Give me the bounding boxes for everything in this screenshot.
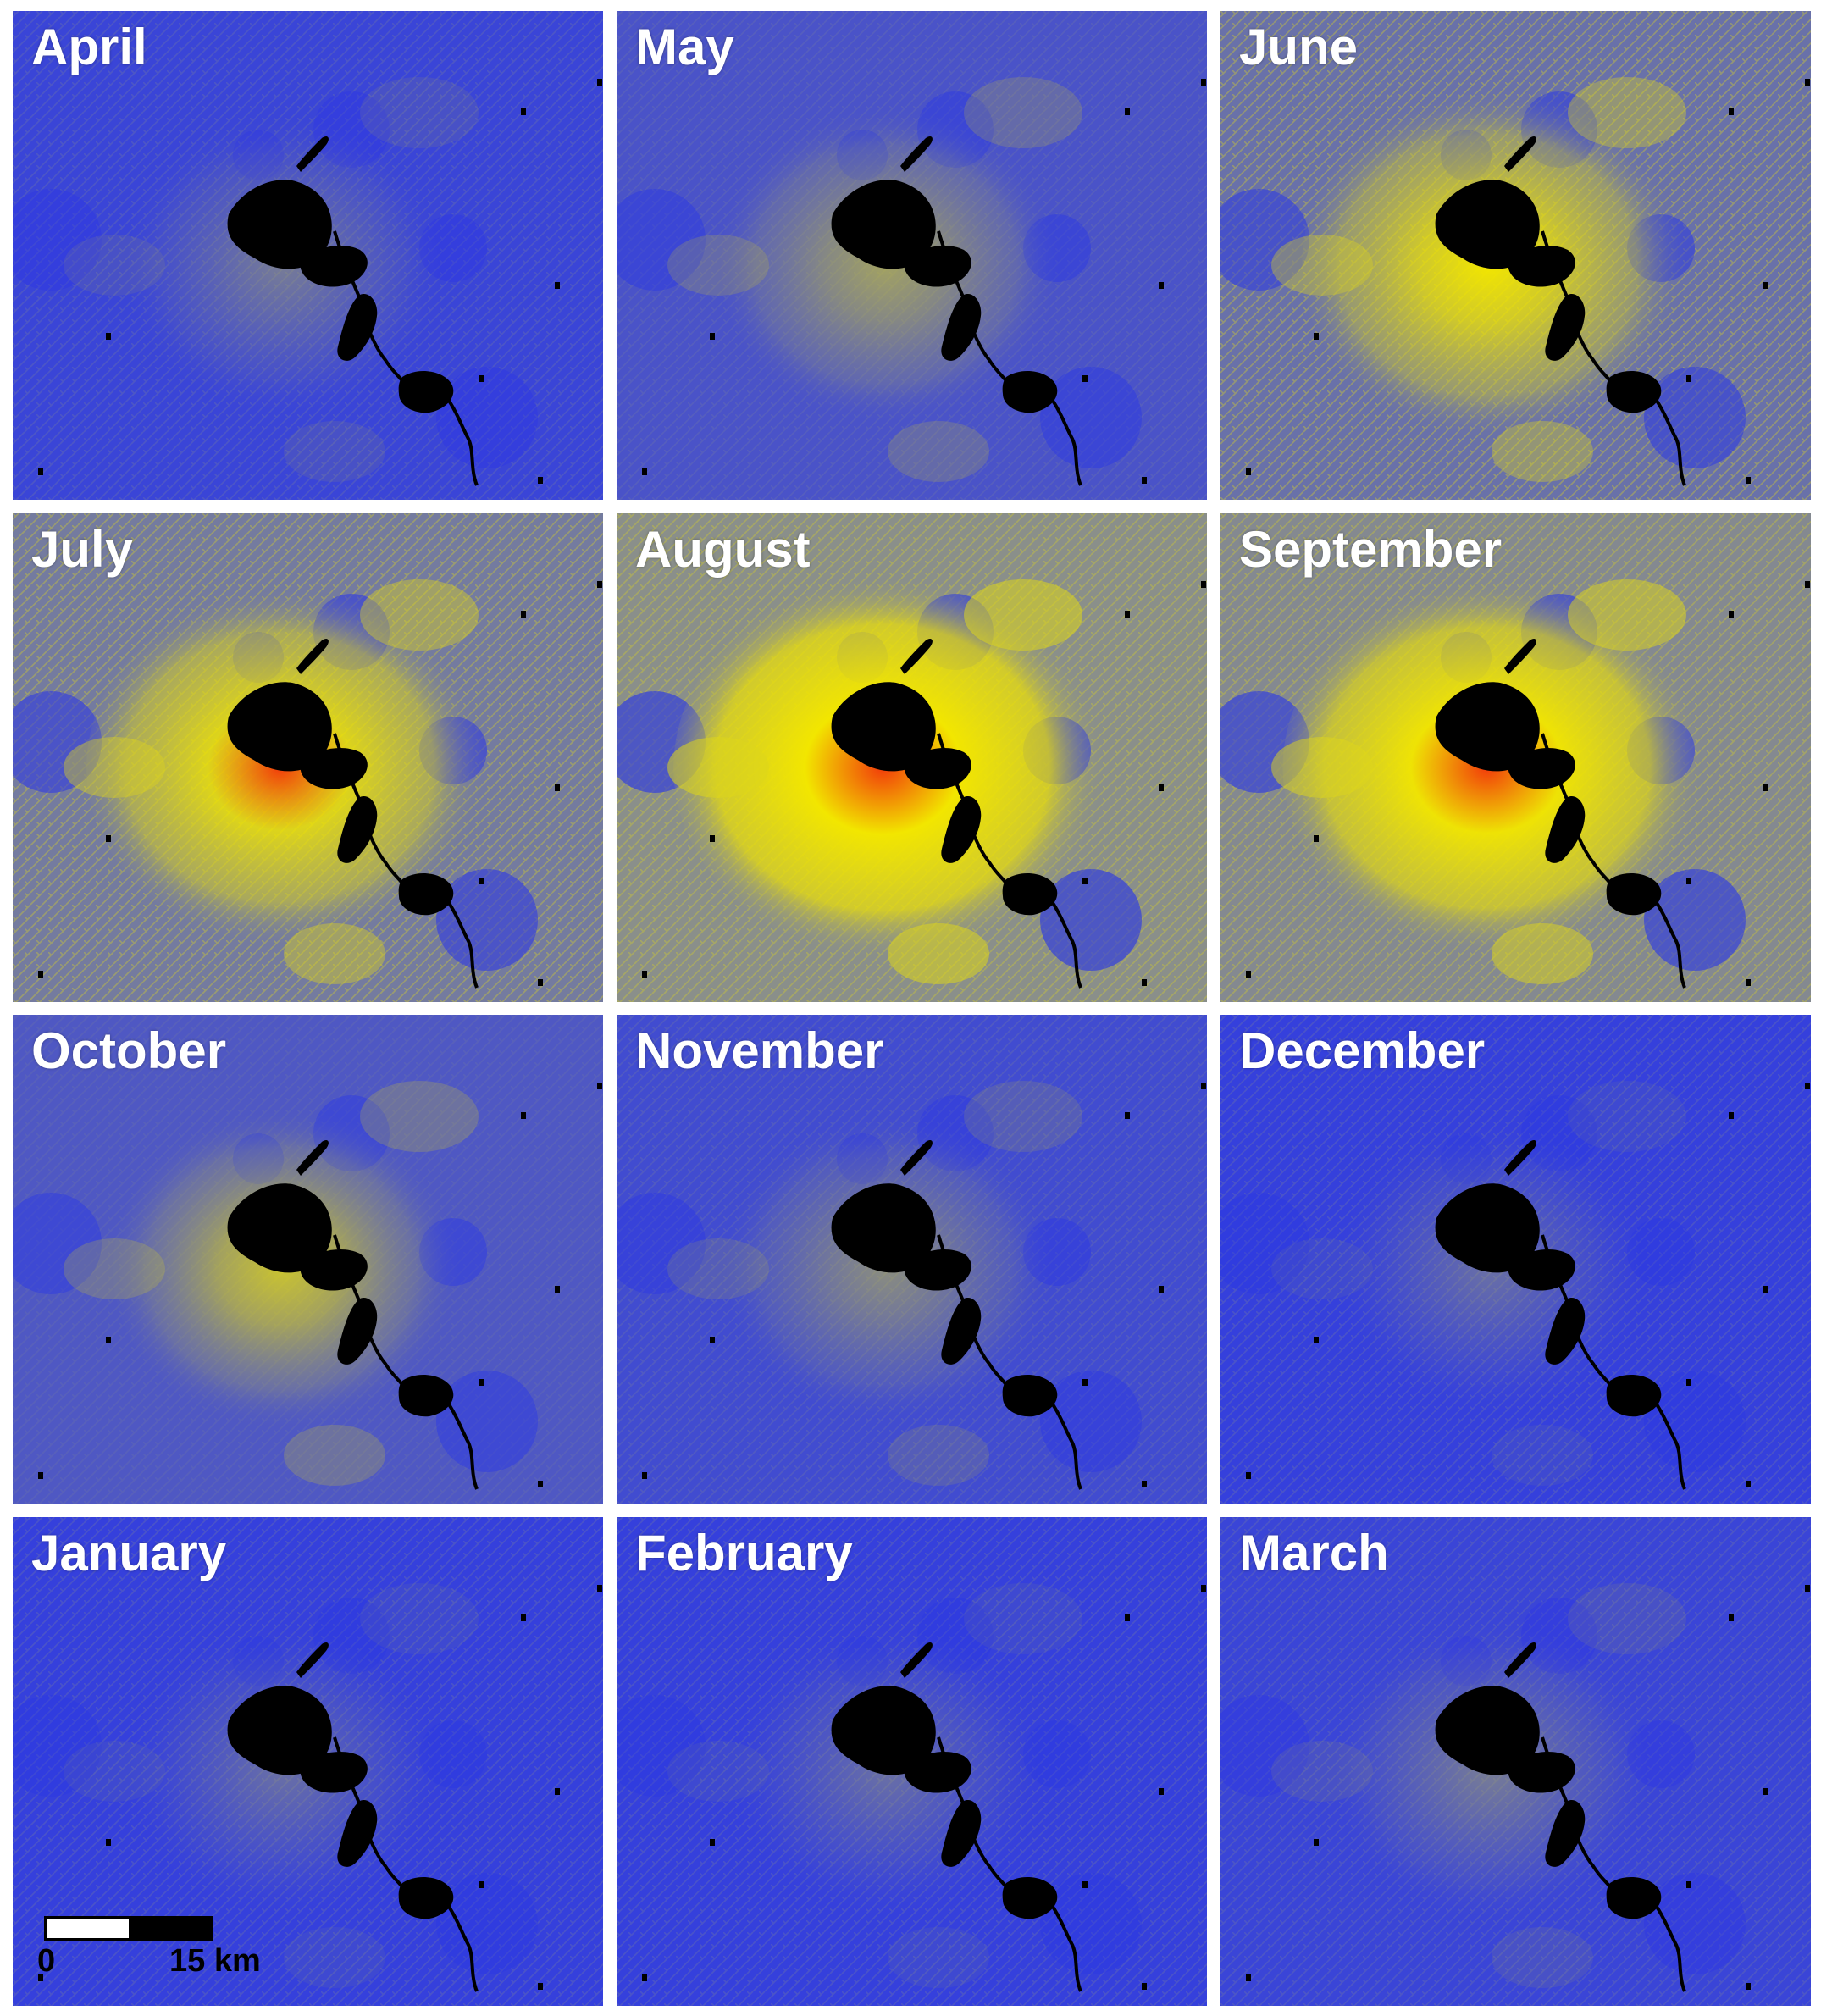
water-body-1 [831, 1686, 936, 1775]
panel-month-label: July [31, 521, 134, 578]
panel-month-label: April [31, 19, 147, 75]
map-raster [1220, 1517, 1811, 2006]
map-raster [617, 1015, 1207, 1504]
water-body-2 [904, 1751, 971, 1793]
map-raster [617, 513, 1207, 1002]
water-body-5 [296, 1642, 329, 1678]
map-panel-february: February [617, 1517, 1207, 2006]
scale-bar-graphic [44, 1916, 213, 1941]
map-panel-march: March [1220, 1517, 1811, 2006]
water-body-1 [1435, 682, 1540, 772]
water-body-4 [1002, 1375, 1058, 1417]
water-body-2 [300, 1751, 368, 1793]
water-body-2 [300, 1249, 368, 1291]
water-body-1 [831, 180, 936, 269]
water-body-2 [300, 245, 368, 287]
water-body-3 [337, 796, 378, 863]
panel-month-label: December [1239, 1022, 1486, 1079]
water-body-1 [1435, 1686, 1540, 1775]
water-body-2 [1508, 245, 1575, 287]
map-raster [13, 11, 603, 500]
scale-bar-start-label: 0 [37, 1943, 56, 1979]
water-body-4 [1606, 1877, 1662, 1919]
map-panel-june: June [1220, 11, 1811, 500]
water-body-2 [1508, 1249, 1575, 1291]
map-panel-october: October [13, 1015, 603, 1504]
water-body-2 [904, 245, 971, 287]
water-body-4 [1606, 873, 1662, 916]
map-raster [617, 1517, 1207, 2006]
water-body-1 [1435, 1183, 1540, 1273]
water-body-5 [900, 638, 933, 674]
water-body-4 [1606, 371, 1662, 413]
panel-month-label: February [635, 1525, 853, 1581]
water-body-2 [300, 747, 368, 789]
map-raster [1220, 513, 1811, 1002]
water-body-5 [296, 136, 329, 172]
water-body-3 [337, 294, 378, 361]
water-body-1 [227, 682, 332, 772]
water-body-5 [1504, 136, 1536, 172]
water-body-3 [1545, 294, 1586, 361]
map-raster [13, 1015, 603, 1504]
panel-month-label: January [31, 1525, 227, 1581]
water-body-4 [398, 371, 454, 413]
water-body-5 [900, 1642, 933, 1678]
panel-month-label: March [1239, 1525, 1389, 1581]
map-panel-december: December [1220, 1015, 1811, 1504]
water-body-1 [227, 1183, 332, 1273]
water-body-4 [1606, 1375, 1662, 1417]
water-body-1 [227, 1686, 332, 1775]
water-body-3 [1545, 1298, 1586, 1365]
panel-month-label: May [635, 19, 734, 75]
panel-month-label: September [1239, 521, 1503, 578]
water-body-3 [941, 294, 982, 361]
panel-month-label: October [31, 1022, 227, 1079]
water-body-3 [941, 1800, 982, 1867]
map-panel-november: November [617, 1015, 1207, 1504]
water-body-5 [296, 1139, 329, 1176]
map-raster [1220, 11, 1811, 500]
water-body-5 [296, 638, 329, 674]
water-body-3 [941, 1298, 982, 1365]
water-body-2 [904, 747, 971, 789]
water-body-3 [1545, 796, 1586, 863]
water-body-4 [1002, 371, 1058, 413]
map-panel-august: August [617, 513, 1207, 1002]
panel-month-label: August [635, 521, 811, 578]
water-body-5 [1504, 638, 1536, 674]
water-body-4 [398, 873, 454, 916]
water-body-3 [1545, 1800, 1586, 1867]
water-body-5 [900, 136, 933, 172]
water-body-3 [337, 1800, 378, 1867]
water-body-5 [1504, 1642, 1536, 1678]
water-body-2 [904, 1249, 971, 1291]
map-panel-april: April [13, 11, 603, 500]
map-panel-september: September [1220, 513, 1811, 1002]
scale-bar-end-label: 15 km [169, 1943, 261, 1979]
water-body-5 [1504, 1139, 1536, 1176]
water-body-4 [398, 1375, 454, 1417]
water-body-2 [1508, 747, 1575, 789]
map-raster [617, 11, 1207, 500]
water-body-5 [900, 1139, 933, 1176]
panel-month-label: June [1239, 19, 1359, 75]
water-body-3 [337, 1298, 378, 1365]
map-raster [1220, 1015, 1811, 1504]
map-panel-july: July [13, 513, 603, 1002]
water-body-4 [1002, 1877, 1058, 1919]
water-body-1 [1435, 180, 1540, 269]
water-body-3 [941, 796, 982, 863]
water-body-4 [398, 1877, 454, 1919]
water-body-4 [1002, 873, 1058, 916]
water-body-2 [1508, 1751, 1575, 1793]
map-raster [13, 513, 603, 1002]
water-body-1 [831, 1183, 936, 1273]
water-body-1 [227, 180, 332, 269]
panel-month-label: November [635, 1022, 884, 1079]
water-body-1 [831, 682, 936, 772]
map-panel-may: May [617, 11, 1207, 500]
